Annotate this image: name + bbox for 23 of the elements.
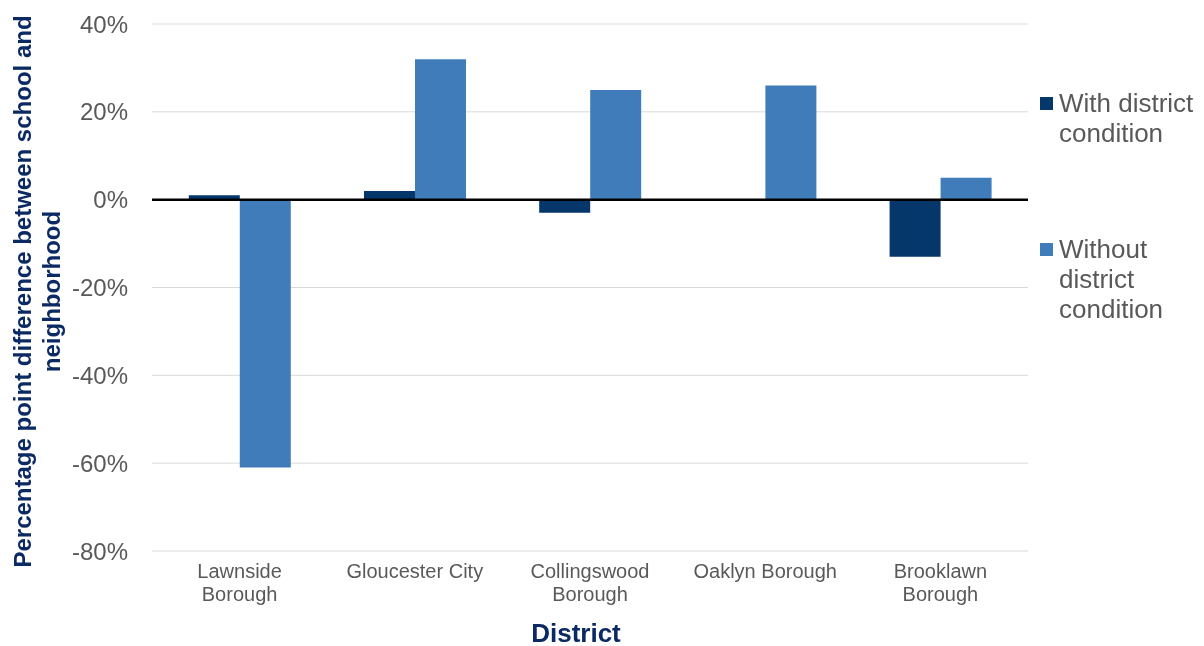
bar (414, 59, 466, 200)
x-tick-label: Oaklyn Borough (693, 560, 837, 582)
legend-label: Without district condition (1059, 234, 1165, 324)
y-tick-label: -20% (71, 274, 128, 302)
x-tick-label: Gloucester City (346, 560, 484, 582)
y-axis-title: Percentage point difference between school and neighborhood (9, 15, 66, 568)
x-tick-label: Brooklawn Borough (893, 560, 988, 605)
bar (239, 199, 291, 468)
y-tick-label: 20% (79, 98, 128, 126)
bar (940, 177, 992, 200)
x-tick-label: Lawnside Borough (197, 560, 282, 605)
bar (539, 199, 591, 213)
y-tick-label: -80% (71, 537, 128, 565)
bar (889, 199, 941, 257)
bar (765, 85, 817, 200)
bar (590, 89, 642, 200)
y-tick-label: -60% (71, 449, 128, 477)
x-axis-title: District (531, 618, 622, 646)
y-tick-label: -40% (71, 361, 128, 389)
legend-label: With district condition (1059, 88, 1195, 148)
x-tick-label: Collingswood Borough (530, 560, 650, 605)
y-tick-label: 0% (93, 186, 128, 214)
y-tick-label: 40% (79, 10, 128, 38)
